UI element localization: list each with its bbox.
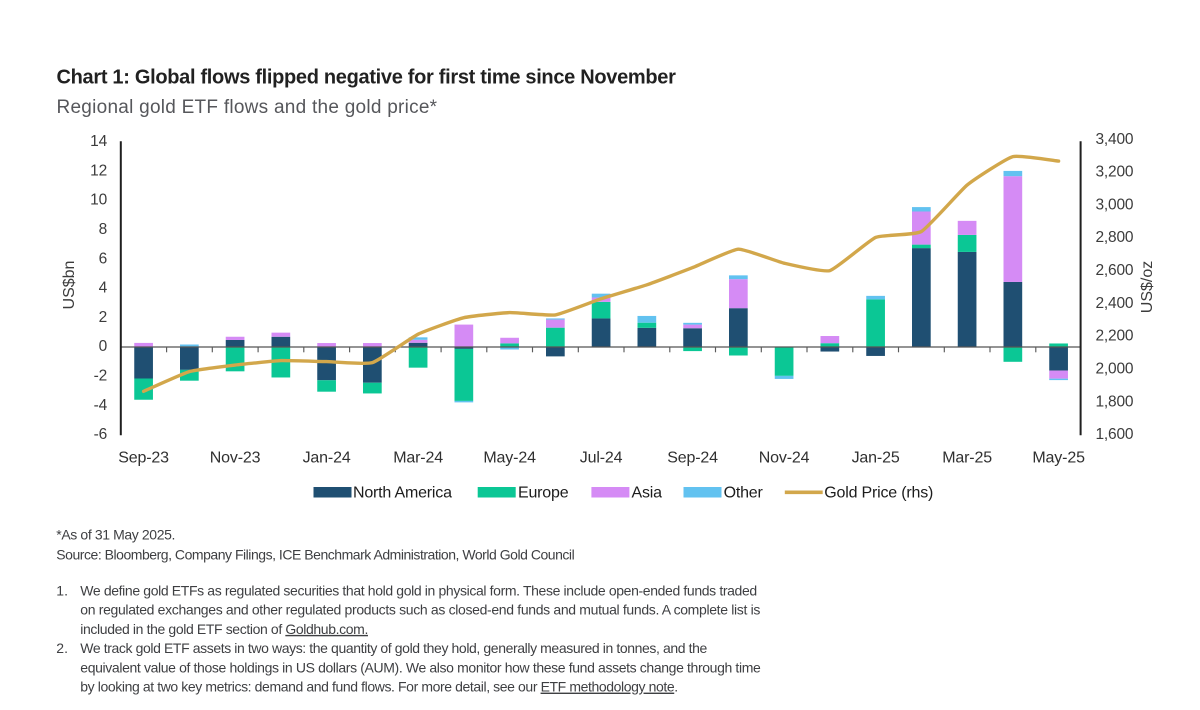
svg-text:2,800: 2,800 — [1096, 229, 1134, 246]
svg-text:May-25: May-25 — [1032, 450, 1085, 467]
svg-text:on regulated exchanges and oth: on regulated exchanges and other regulat… — [80, 602, 760, 618]
svg-text:Asia: Asia — [632, 485, 663, 502]
svg-text:3,000: 3,000 — [1096, 196, 1134, 213]
svg-text:8: 8 — [99, 221, 107, 238]
svg-text:Jan-24: Jan-24 — [303, 450, 351, 467]
svg-text:by looking at two key metrics:: by looking at two key metrics: demand an… — [80, 679, 677, 695]
svg-text:Regional gold ETF flows and th: Regional gold ETF flows and the gold pri… — [57, 97, 438, 118]
svg-text:Sep-24: Sep-24 — [667, 450, 718, 467]
svg-text:10: 10 — [90, 192, 107, 209]
svg-text:equivalent value of those hold: equivalent value of those holdings in US… — [80, 659, 761, 675]
svg-text:North America: North America — [353, 485, 452, 502]
svg-text:US$/oz: US$/oz — [1139, 261, 1156, 313]
svg-text:2,600: 2,600 — [1096, 262, 1134, 279]
svg-text:Mar-25: Mar-25 — [942, 450, 992, 467]
svg-text:May-24: May-24 — [483, 450, 536, 467]
svg-text:2,000: 2,000 — [1096, 361, 1134, 378]
svg-text:We define gold ETFs as regulat: We define gold ETFs as regulated securit… — [80, 582, 757, 598]
svg-text:We track gold ETF assets in tw: We track gold ETF assets in two ways: th… — [80, 640, 707, 656]
svg-text:Jan-25: Jan-25 — [852, 450, 900, 467]
svg-text:2,200: 2,200 — [1096, 328, 1134, 345]
svg-text:included in the gold ETF secti: included in the gold ETF section of Gold… — [80, 621, 368, 637]
svg-text:Nov-24: Nov-24 — [759, 450, 810, 467]
svg-text:-4: -4 — [94, 397, 108, 414]
svg-text:Source: Bloomberg, Company Fil: Source: Bloomberg, Company Filings, ICE … — [56, 546, 574, 562]
svg-text:Jul-24: Jul-24 — [580, 450, 623, 467]
svg-text:Chart 1: Global flows flipped: Chart 1: Global flows flipped negative f… — [57, 66, 677, 88]
svg-text:-6: -6 — [94, 426, 107, 443]
svg-text:Nov-23: Nov-23 — [210, 450, 261, 467]
svg-text:3,400: 3,400 — [1096, 131, 1134, 148]
svg-text:Sep-23: Sep-23 — [118, 450, 169, 467]
svg-text:4: 4 — [99, 280, 108, 297]
svg-text:1,800: 1,800 — [1096, 393, 1134, 410]
svg-text:2.: 2. — [56, 640, 68, 656]
svg-text:1,600: 1,600 — [1096, 426, 1134, 443]
svg-text:Europe: Europe — [518, 485, 569, 502]
svg-text:1.: 1. — [56, 582, 68, 598]
svg-text:6: 6 — [99, 250, 107, 267]
svg-text:3,200: 3,200 — [1096, 164, 1134, 181]
svg-text:2,400: 2,400 — [1096, 295, 1134, 312]
svg-text:2: 2 — [99, 309, 107, 326]
svg-text:0: 0 — [99, 338, 108, 355]
svg-text:-2: -2 — [94, 368, 107, 385]
svg-text:14: 14 — [90, 133, 107, 150]
svg-text:US$bn: US$bn — [61, 261, 78, 310]
svg-text:Other: Other — [724, 485, 764, 502]
svg-text:*As of 31 May 2025.: *As of 31 May 2025. — [56, 527, 175, 543]
svg-text:Gold Price (rhs): Gold Price (rhs) — [824, 485, 933, 502]
svg-text:12: 12 — [90, 162, 107, 179]
svg-text:Mar-24: Mar-24 — [393, 450, 443, 467]
